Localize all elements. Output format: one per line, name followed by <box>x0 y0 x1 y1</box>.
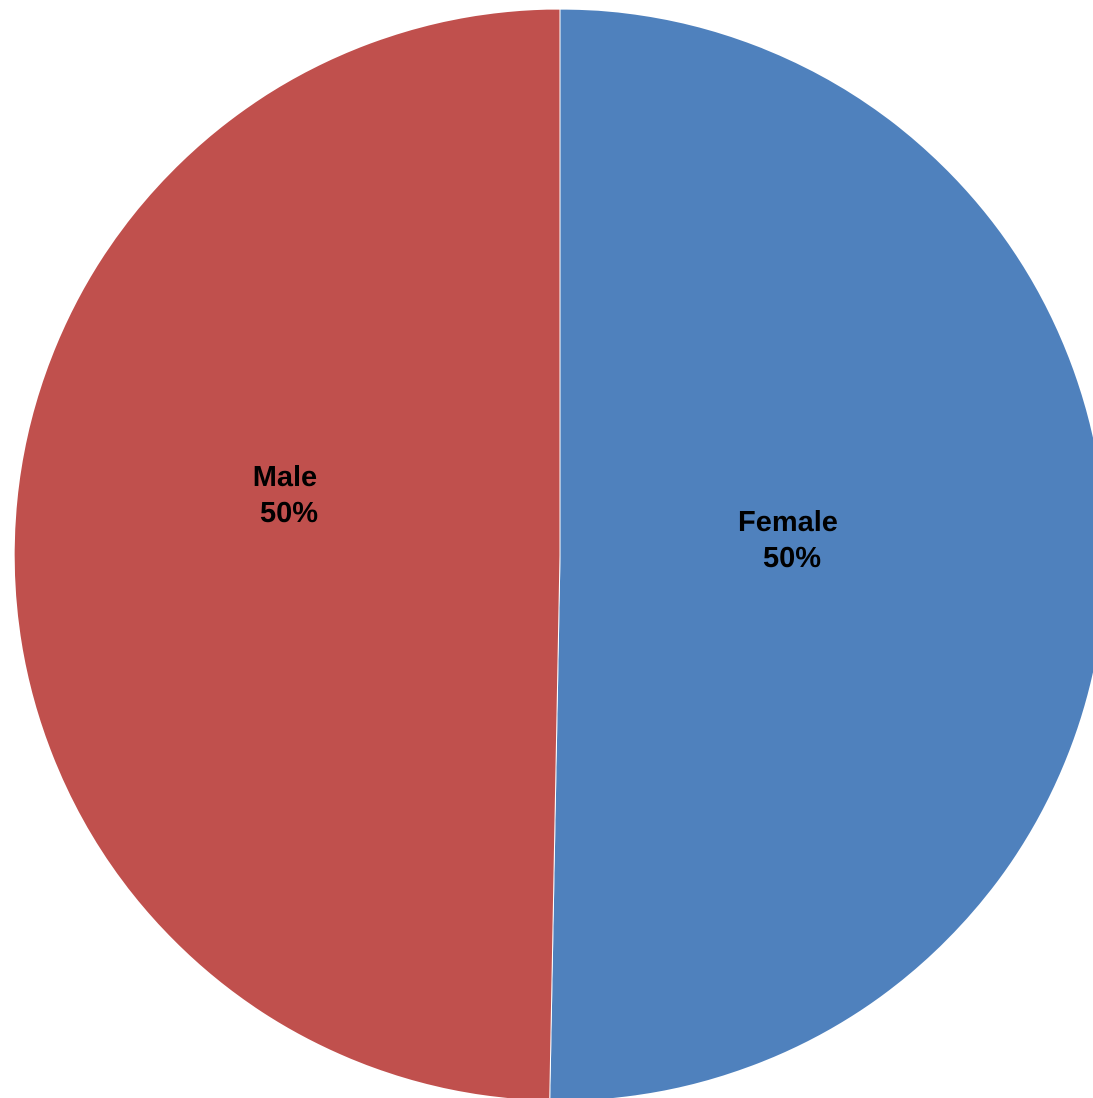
slice-label-female-percent: 50% <box>763 542 821 574</box>
slice-label-female: Female 50% <box>738 506 846 574</box>
pie-labels: Female 50% Male 50% <box>253 461 846 574</box>
slice-label-female-name: Female <box>738 506 838 538</box>
slice-label-male-name: Male <box>253 461 317 493</box>
pie-slice-female <box>549 8 1093 1098</box>
slice-label-male-percent: 50% <box>260 497 318 529</box>
pie-slices <box>13 8 1093 1098</box>
slice-label-male: Male 50% <box>253 461 326 529</box>
pie-slice-male <box>13 8 561 1098</box>
